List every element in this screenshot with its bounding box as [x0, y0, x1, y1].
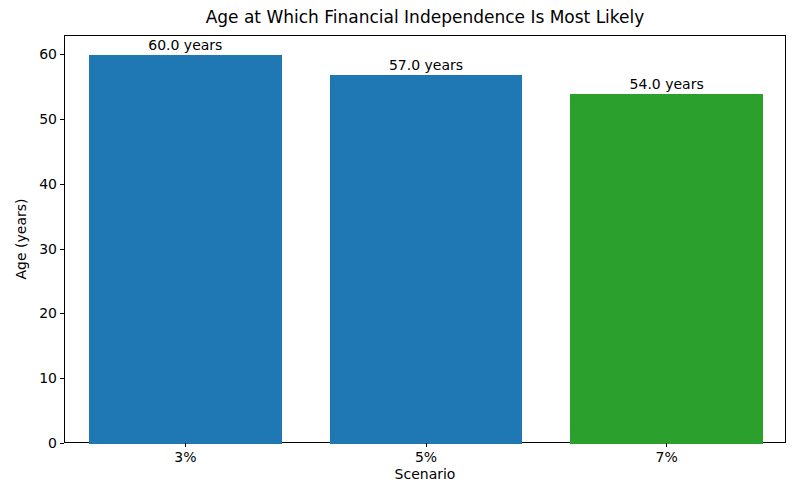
y-tick-mark	[60, 313, 64, 314]
bar-value-label: 60.0 years	[115, 37, 255, 54]
y-tick-mark	[60, 184, 64, 185]
y-tick-label: 50	[19, 111, 57, 128]
y-tick-label: 40	[19, 176, 57, 193]
bar	[570, 94, 763, 444]
chart-title: Age at Which Financial Independence Is M…	[64, 7, 786, 28]
bar	[330, 75, 523, 444]
bar-value-label: 57.0 years	[356, 57, 496, 74]
y-tick-label: 60	[19, 46, 57, 63]
x-tick-mark	[666, 443, 667, 447]
x-axis-label: Scenario	[64, 466, 786, 482]
y-tick-label: 20	[19, 305, 57, 322]
y-tick-label: 30	[19, 241, 57, 258]
x-tick-mark	[426, 443, 427, 447]
plot-area: 010203040506060.0 years3%57.0 years5%54.…	[64, 35, 786, 443]
x-tick-label: 5%	[386, 449, 466, 466]
y-tick-label: 0	[19, 435, 57, 452]
y-axis-label: Age (years)	[13, 199, 29, 280]
x-tick-mark	[185, 443, 186, 447]
y-tick-mark	[60, 378, 64, 379]
y-tick-mark	[60, 443, 64, 444]
y-tick-mark	[60, 249, 64, 250]
y-tick-label: 10	[19, 370, 57, 387]
x-tick-label: 3%	[145, 449, 225, 466]
x-tick-label: 7%	[627, 449, 707, 466]
bar	[89, 55, 282, 444]
y-tick-mark	[60, 54, 64, 55]
bar-value-label: 54.0 years	[597, 76, 737, 93]
y-tick-mark	[60, 119, 64, 120]
bar-chart-figure: Age at Which Financial Independence Is M…	[0, 0, 800, 500]
